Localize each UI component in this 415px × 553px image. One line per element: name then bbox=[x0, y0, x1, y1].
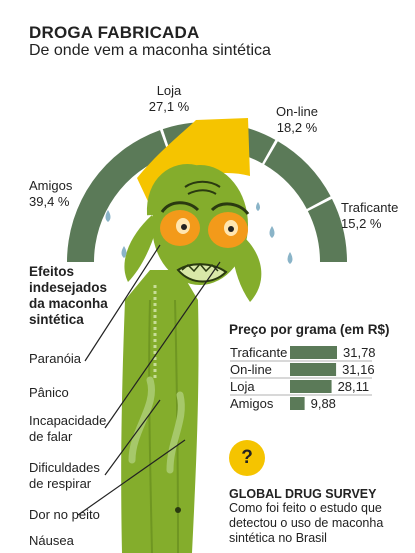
gauge-segment-traficante bbox=[307, 198, 347, 262]
survey-description: Como foi feito o estudo que detectou o u… bbox=[229, 501, 384, 545]
tear bbox=[256, 202, 260, 211]
effect-paranoia: Paranóia bbox=[29, 351, 82, 366]
gauge-label-online: On-line 18,2 % bbox=[276, 104, 318, 135]
tear bbox=[121, 246, 127, 258]
callout-breath bbox=[104, 399, 161, 476]
brow-right bbox=[210, 202, 250, 215]
price-value-label: 31,78 bbox=[343, 345, 376, 360]
callout-chest bbox=[77, 439, 186, 516]
callout-paranoia bbox=[84, 244, 161, 362]
tear bbox=[269, 226, 275, 238]
price-bar bbox=[290, 380, 332, 393]
page-title: DROGA FABRICADA bbox=[29, 23, 200, 42]
effect-callouts bbox=[77, 244, 221, 516]
effect-nausea: Náusea bbox=[29, 533, 74, 548]
price-value-label: 31,16 bbox=[342, 362, 375, 377]
gauge-label-amigos: Amigos 39,4 % bbox=[29, 178, 73, 209]
price-category-label: Loja bbox=[230, 379, 255, 394]
page-subtitle: De onde vem a maconha sintética bbox=[29, 42, 271, 59]
price-bar bbox=[290, 397, 305, 410]
brow-left bbox=[160, 201, 200, 213]
stomach-dot bbox=[175, 507, 181, 513]
plant-character bbox=[105, 118, 293, 553]
price-value-label: 28,11 bbox=[338, 379, 370, 394]
price-bar bbox=[290, 346, 337, 359]
gauge-segment-on-line bbox=[264, 141, 331, 209]
gauge-label-traficante: Traficante 15,2 % bbox=[341, 200, 399, 231]
price-category-label: Amigos bbox=[230, 396, 274, 411]
leaf-left bbox=[124, 215, 156, 282]
price-chart-title: Preço por grama (em R$) bbox=[229, 322, 390, 337]
price-category-label: On-line bbox=[230, 362, 272, 377]
gauge-segment-amigos bbox=[67, 130, 170, 262]
effect-chest-pain: Dor no peito bbox=[29, 507, 100, 522]
effect-breathing: Dificuldades de respirar bbox=[29, 460, 100, 491]
gauge-label-loja: Loja 27,1 % bbox=[148, 83, 190, 114]
mouth bbox=[176, 263, 228, 283]
price-bar bbox=[290, 363, 337, 376]
question-icon[interactable]: ? bbox=[229, 440, 265, 476]
tear bbox=[287, 252, 293, 264]
effects-heading: Efeitos indesejados da maconha sintética bbox=[29, 264, 108, 327]
price-category-label: Traficante bbox=[230, 345, 287, 360]
effect-speech: Incapacidade de falar bbox=[29, 413, 107, 444]
plant-stalk bbox=[121, 270, 199, 553]
lung-left bbox=[128, 376, 155, 464]
price-bar-chart: Traficante 31,78 On-line 31,16 Loja 28,11 Amig… bbox=[230, 345, 376, 411]
price-value-label: 9,88 bbox=[311, 396, 336, 411]
survey-title[interactable]: GLOBAL DRUG SURVEY bbox=[229, 487, 377, 501]
effect-panic: Pânico bbox=[29, 385, 69, 400]
lung-right bbox=[166, 391, 185, 474]
callout-speech bbox=[104, 261, 221, 429]
stalk-vein bbox=[148, 299, 153, 553]
head bbox=[152, 165, 248, 285]
tear bbox=[105, 210, 111, 222]
